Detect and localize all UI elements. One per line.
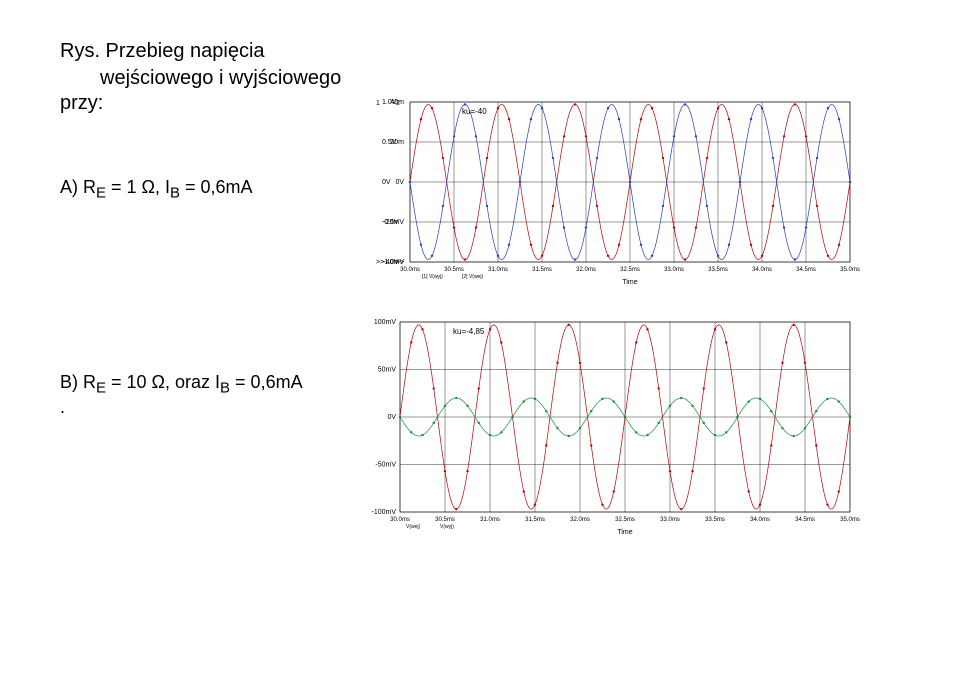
svg-text:31.5ms: 31.5ms	[525, 517, 545, 523]
svg-text:Time: Time	[622, 279, 637, 286]
svg-text:31.0ms: 31.0ms	[488, 267, 508, 273]
svg-text:V(wyj): V(wyj)	[440, 524, 454, 530]
svg-text:30.5ms: 30.5ms	[435, 517, 455, 523]
svg-text:33.5ms: 33.5ms	[708, 267, 728, 273]
svg-text:V(wej): V(wej)	[406, 524, 421, 530]
svg-text:35.0ms: 35.0ms	[840, 517, 860, 523]
svg-text:31.5ms: 31.5ms	[532, 267, 552, 273]
svg-text:33.5ms: 33.5ms	[705, 517, 725, 523]
svg-text:34.5ms: 34.5ms	[796, 267, 816, 273]
svg-text:>>: >>	[396, 259, 404, 266]
svg-text:ku=-40: ku=-40	[462, 107, 487, 116]
case-b-label: B) RE = 10 Ω, oraz IB = 0,6mA	[60, 372, 360, 397]
svg-text:33.0ms: 33.0ms	[660, 517, 680, 523]
figure-subtitle-2: przy:	[60, 92, 360, 115]
svg-text:50mV: 50mV	[378, 367, 397, 374]
svg-text:34.0ms: 34.0ms	[752, 267, 772, 273]
svg-text:32.5ms: 32.5ms	[620, 267, 640, 273]
svg-text:Time: Time	[617, 529, 632, 536]
svg-text:>>: >>	[376, 259, 384, 266]
svg-text:ku=-4,85: ku=-4,85	[453, 327, 485, 336]
svg-text:0V: 0V	[382, 179, 391, 186]
chart-a: 30.0ms 30.5ms 31.0ms 31.5ms 32.0ms 32.5ms 33.0…	[360, 92, 860, 292]
svg-text:[1] V(wyj): [1] V(wyj)	[422, 274, 443, 280]
svg-text:-100mV: -100mV	[371, 509, 396, 516]
svg-text:31.0ms: 31.0ms	[480, 517, 500, 523]
case-b-dot: .	[60, 397, 360, 418]
figure-subtitle-1: wejściowego i wyjściowego	[100, 67, 900, 90]
svg-text:[2] V(wej): [2] V(wej)	[462, 274, 483, 280]
svg-text:20m: 20m	[390, 139, 404, 146]
svg-text:33.0ms: 33.0ms	[664, 267, 684, 273]
svg-text:2: 2	[396, 100, 400, 107]
svg-text:0V: 0V	[395, 179, 404, 186]
case-a-label: A) RE = 1 Ω, IB = 0,6mA	[60, 177, 360, 202]
figure-title: Rys. Przebieg napięcia	[60, 40, 900, 63]
svg-text:30.0ms: 30.0ms	[390, 517, 410, 523]
svg-text:30.5ms: 30.5ms	[444, 267, 464, 273]
svg-text:-50mV: -50mV	[375, 462, 396, 469]
svg-text:1: 1	[376, 100, 380, 107]
svg-text:32.5ms: 32.5ms	[615, 517, 635, 523]
svg-text:34.5ms: 34.5ms	[795, 517, 815, 523]
svg-text:32.0ms: 32.0ms	[570, 517, 590, 523]
svg-text:-20mV: -20mV	[383, 219, 404, 226]
chart-b: 30.0ms 30.5ms 31.0ms 31.5ms 32.0ms 32.5ms 33.0…	[360, 312, 860, 542]
svg-text:35.0ms: 35.0ms	[840, 267, 860, 273]
svg-text:34.0ms: 34.0ms	[750, 517, 770, 523]
svg-text:100mV: 100mV	[374, 319, 397, 326]
svg-text:0V: 0V	[387, 414, 396, 421]
svg-text:30.0ms: 30.0ms	[400, 267, 420, 273]
svg-text:32.0ms: 32.0ms	[576, 267, 596, 273]
